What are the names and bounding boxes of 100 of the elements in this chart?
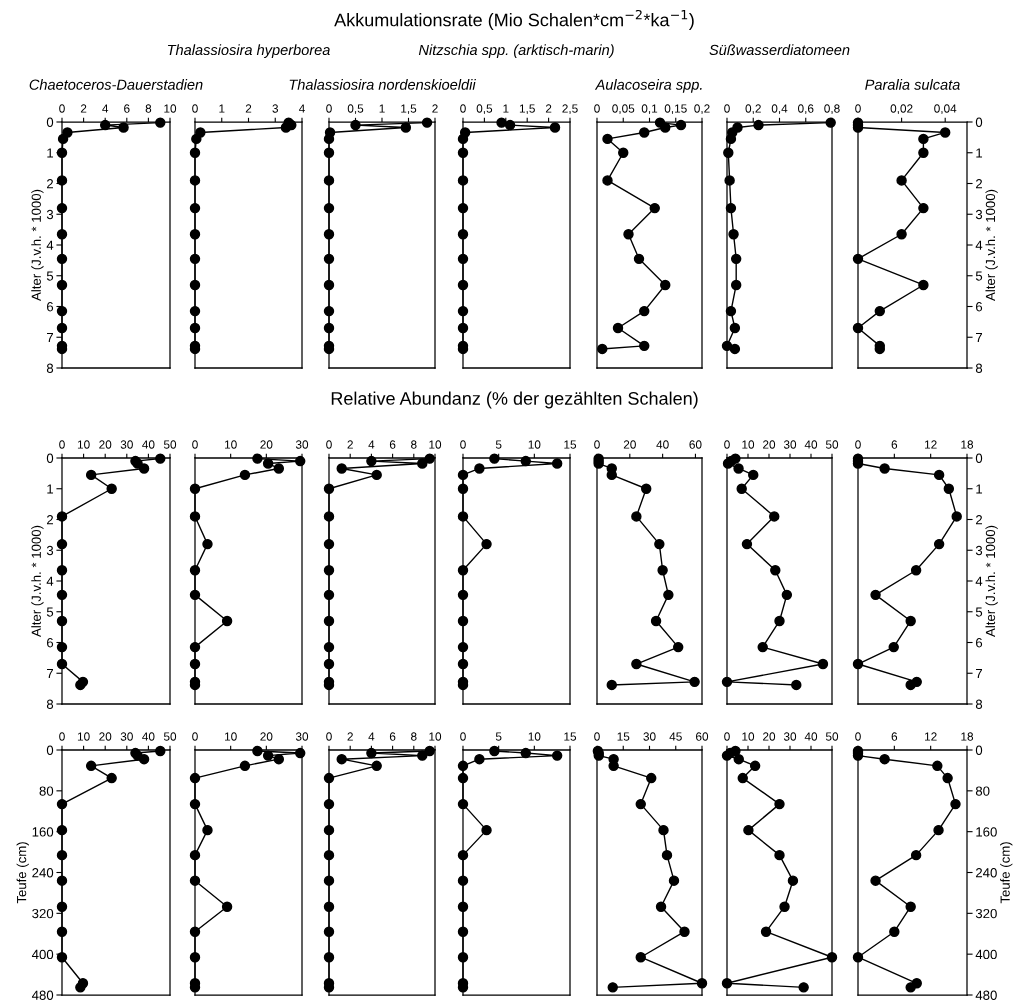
- x-tick-label: 0,1: [641, 104, 658, 115]
- x-tick-label: 20: [763, 440, 776, 449]
- y-tick-label: 400: [31, 949, 54, 960]
- y-axis-title: Alter (J.v.h. * 1000): [985, 189, 998, 301]
- x-tick-label: 6: [389, 732, 396, 741]
- y-tick-label: 7: [47, 332, 53, 343]
- x-tick-label: 30: [783, 732, 797, 741]
- x-tick-label: 0: [192, 440, 198, 449]
- x-tick-label: 30: [783, 440, 797, 449]
- x-tick-label: 1,5: [519, 104, 535, 115]
- x-tick-label: 0: [594, 440, 600, 449]
- y-tick-label: 4: [975, 576, 983, 586]
- y-tick-label: 6: [47, 302, 54, 312]
- y-tick-label: 6: [976, 638, 983, 648]
- y-tick-label: 7: [976, 332, 983, 343]
- x-tick-label: 2: [347, 440, 353, 449]
- x-tick-label: 40: [656, 440, 669, 449]
- x-tick-label: 8: [411, 440, 417, 449]
- y-tick-label: 4: [46, 576, 54, 586]
- x-tick-label: 0: [724, 104, 730, 113]
- x-tick-label: 2,5: [562, 104, 578, 115]
- x-tick-label: 30: [643, 732, 656, 741]
- x-tick-label: 2: [245, 104, 252, 113]
- y-tick-label: 7: [47, 668, 53, 679]
- y-tick-label: 8: [46, 363, 54, 373]
- x-tick-label: 4: [368, 440, 375, 449]
- x-tick-label: 0: [855, 440, 861, 449]
- x-tick-label: 60: [696, 732, 709, 741]
- x-tick-label: 0,5: [347, 104, 364, 115]
- x-tick-label: 10: [77, 732, 90, 741]
- x-tick-label: 20: [99, 440, 112, 449]
- x-tick-label: 0: [59, 732, 65, 741]
- x-tick-label: 15: [564, 732, 577, 741]
- y-tick-label: 1: [976, 148, 983, 158]
- y-tick-label: 5: [975, 607, 983, 617]
- x-tick-label: 20: [99, 732, 112, 741]
- x-tick-label: 4: [298, 104, 305, 113]
- y-tick-label: 2: [976, 515, 983, 525]
- x-tick-label: 30: [120, 440, 133, 449]
- x-tick-label: 0: [192, 104, 198, 113]
- x-tick-label: 60: [689, 440, 702, 449]
- x-tick-label: 10: [225, 732, 237, 741]
- y-tick-label: 320: [975, 908, 997, 919]
- x-tick-label: 40: [142, 732, 155, 741]
- y-tick-label: 8: [975, 363, 983, 373]
- chart-title: Thalassiosira nordenskioeldii: [289, 79, 476, 90]
- x-tick-label: 10: [225, 440, 237, 449]
- x-tick-label: 5: [495, 440, 502, 449]
- x-tick-label: 50: [825, 732, 839, 741]
- y-tick-label: 1: [976, 484, 983, 494]
- x-tick-label: 50: [163, 732, 177, 741]
- x-tick-label: 0: [724, 440, 730, 449]
- x-tick-label: 0: [460, 440, 466, 449]
- y-tick-label: 8: [46, 699, 54, 709]
- y-tick-label: 240: [32, 868, 54, 878]
- y-tick-label: 0: [46, 117, 54, 127]
- x-tick-label: 0,15: [664, 104, 687, 115]
- x-tick-label: 0,05: [612, 104, 635, 115]
- x-tick-label: 0: [326, 104, 332, 113]
- y-tick-label: 2: [46, 515, 53, 525]
- y-tick-label: 160: [976, 827, 997, 837]
- x-tick-label: 2: [347, 732, 353, 741]
- x-tick-label: 40: [804, 440, 818, 449]
- x-tick-label: 1: [379, 104, 385, 113]
- x-tick-label: 0: [59, 104, 65, 113]
- chart-title: Thalassiosira hyperborea: [167, 44, 330, 58]
- y-tick-label: 7: [976, 668, 983, 679]
- chart-title: Aulacoseira spp.: [594, 79, 702, 93]
- x-tick-label: 20: [763, 732, 776, 741]
- y-axis-title: Alter (J.v.h. * 1000): [985, 525, 998, 637]
- y-tick-label: 400: [975, 949, 997, 960]
- x-tick-label: 0: [460, 104, 466, 113]
- x-tick-label: 18: [961, 440, 974, 449]
- x-tick-label: 30: [295, 440, 309, 449]
- x-tick-label: 1: [219, 104, 225, 113]
- x-tick-label: 2: [80, 104, 87, 113]
- y-axis-title: Teufe (cm): [16, 842, 29, 904]
- x-tick-label: 45: [669, 732, 682, 741]
- x-tick-label: 15: [617, 732, 630, 741]
- x-tick-label: 10: [429, 732, 442, 741]
- y-axis-title: Teufe (cm): [1000, 842, 1013, 904]
- chart-title: Chaetoceros-Dauerstadien: [29, 79, 203, 90]
- x-tick-label: 30: [120, 732, 133, 741]
- y-tick-label: 80: [975, 786, 990, 796]
- y-tick-label: 2: [46, 179, 53, 189]
- x-tick-label: 6: [891, 440, 898, 449]
- x-tick-label: 0: [594, 732, 600, 741]
- y-axis-title: Alter (J.v.h. * 1000): [31, 189, 44, 301]
- chart-title: Paralia sulcata: [865, 79, 960, 90]
- y-tick-label: 480: [975, 990, 997, 1000]
- y-tick-label: 320: [32, 908, 54, 919]
- y-tick-label: 0: [975, 453, 983, 463]
- x-tick-label: 6: [124, 104, 130, 113]
- x-tick-label: 0,4: [771, 104, 788, 115]
- y-tick-label: 1: [47, 148, 54, 158]
- x-tick-label: 6: [389, 440, 396, 449]
- x-tick-label: 0,04: [934, 104, 957, 115]
- x-tick-label: 10: [528, 440, 541, 449]
- y-tick-label: 2: [976, 179, 983, 189]
- x-tick-label: 0,02: [890, 104, 913, 115]
